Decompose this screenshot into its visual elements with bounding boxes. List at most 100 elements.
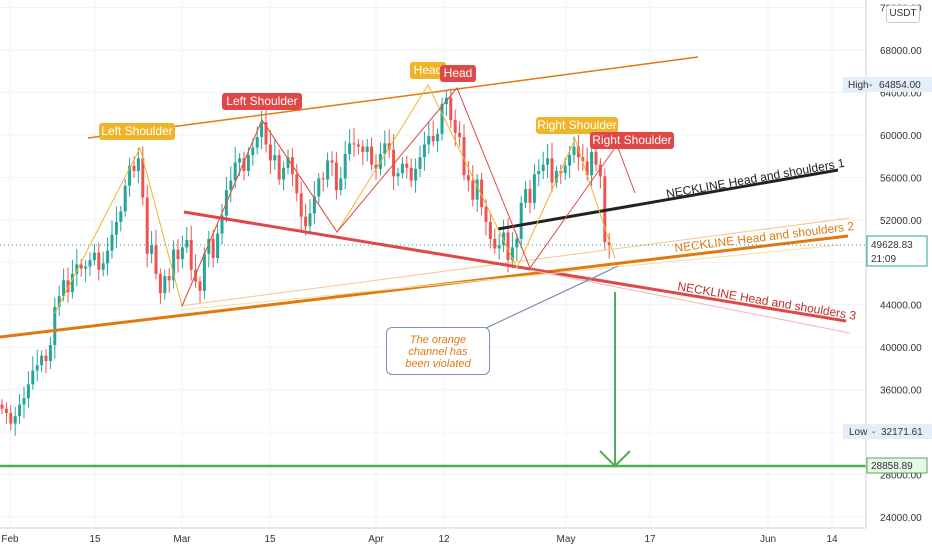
- candle-body: [409, 167, 413, 181]
- faint-yellow-line: [179, 244, 841, 311]
- candle-body: [268, 144, 272, 161]
- candle-body: [246, 155, 250, 171]
- time-tick-label: 17: [644, 534, 656, 545]
- candle-body: [585, 161, 589, 176]
- label-head-red: Head: [440, 65, 476, 82]
- candle-body: [150, 245, 154, 254]
- candle-body: [198, 281, 202, 291]
- candle-body: [466, 175, 470, 181]
- candle-body: [471, 180, 475, 200]
- candle-body: [158, 273, 162, 294]
- candle-body: [414, 168, 418, 181]
- svg-text:32171.61: 32171.61: [881, 427, 923, 438]
- svg-text:Left Shoulder: Left Shoulder: [226, 94, 297, 108]
- candle-body: [572, 146, 576, 156]
- price-tick-label: 60000.00: [880, 131, 922, 142]
- candle-body: [70, 273, 74, 292]
- candle-body: [57, 296, 61, 307]
- neckline-3-line: [183, 210, 847, 323]
- candle-body: [497, 245, 501, 249]
- candle-body: [286, 157, 290, 168]
- candle-body: [273, 155, 277, 161]
- candle-body: [44, 355, 48, 361]
- candle-body: [559, 170, 563, 174]
- price-tick-label: 36000.00: [880, 386, 922, 397]
- label-head-yellow: Head: [410, 62, 446, 79]
- candle-body: [202, 253, 206, 291]
- svg-text:Right Shoulder: Right Shoulder: [592, 133, 671, 147]
- annotation-line-3: been violated: [405, 358, 471, 370]
- price-axis[interactable]: 24000.0028000.0032000.0036000.0040000.00…: [843, 0, 932, 550]
- candle-body: [145, 197, 149, 254]
- target-arrow-head: [599, 450, 631, 468]
- time-axis[interactable]: Feb 15 Mar 15 Apr 12 May 17 Jun 14: [0, 527, 932, 550]
- price-tick-label: 40000.00: [880, 343, 922, 354]
- candle-body: [348, 143, 352, 155]
- time-tick-label: Feb: [1, 534, 19, 545]
- candle-body: [550, 158, 554, 183]
- price-tick-label: 64000.00: [880, 88, 922, 99]
- candle-body: [405, 163, 409, 168]
- candle-body: [97, 252, 101, 270]
- candles: [0, 88, 611, 436]
- candle-body: [506, 232, 510, 261]
- candle-body: [62, 280, 66, 297]
- candle-body: [110, 234, 114, 251]
- candle-body: [546, 158, 550, 165]
- price-tick-label: 44000.00: [880, 301, 922, 312]
- candle-body: [172, 249, 176, 281]
- candle-body: [101, 263, 105, 270]
- neckline-1-text: NECKLINE Head and shoulders 1: [665, 156, 846, 201]
- candle-body: [22, 398, 26, 405]
- candle-body: [383, 143, 387, 155]
- currency-badge[interactable]: USDT: [886, 5, 920, 23]
- time-tick-label: May: [557, 534, 576, 545]
- candle-body: [176, 249, 180, 260]
- svg-text:Head: Head: [414, 63, 443, 77]
- candle-body: [299, 193, 303, 217]
- candle-body: [343, 154, 347, 179]
- candle-body: [211, 238, 215, 259]
- candle-body: [282, 167, 286, 180]
- candle-body: [475, 179, 479, 200]
- candle-body: [251, 147, 255, 156]
- candle-body: [53, 306, 57, 346]
- candle-body: [88, 260, 92, 267]
- candle-body: [370, 146, 374, 165]
- candle-body: [308, 213, 312, 227]
- candle-body: [154, 245, 158, 274]
- upper-channel-line: [87, 56, 699, 139]
- svg-text:High: High: [848, 80, 869, 91]
- candle-body: [563, 165, 567, 174]
- candle-body: [554, 170, 558, 183]
- candle-body: [317, 178, 321, 197]
- candle-body: [321, 178, 325, 180]
- candle-body: [422, 144, 426, 158]
- annotation-line-2: channel has: [408, 346, 468, 358]
- candle-body: [189, 239, 193, 270]
- candle-body: [532, 174, 536, 203]
- candle-body: [396, 173, 400, 177]
- candle-body: [326, 160, 330, 180]
- candle-body: [537, 170, 541, 175]
- candle-body: [312, 196, 316, 214]
- candle-body: [568, 155, 572, 166]
- price-tick-label: 52000.00: [880, 216, 922, 227]
- candle-body: [524, 189, 528, 203]
- svg-text:-: -: [872, 427, 875, 438]
- candle-body: [356, 144, 360, 147]
- label-right-shoulder-yellow: Right Shoulder: [536, 117, 618, 134]
- candle-body: [365, 146, 369, 152]
- candle-body: [264, 122, 268, 145]
- time-tick-label: 15: [264, 534, 276, 545]
- candle-body: [488, 221, 492, 239]
- svg-text:Low: Low: [849, 427, 868, 438]
- candle-body: [66, 280, 70, 292]
- candle-body: [163, 276, 167, 294]
- candle-body: [598, 164, 602, 177]
- low-price-label: Low - 32171.61: [843, 424, 932, 439]
- candle-body: [48, 345, 52, 361]
- drawings: Left Shoulder Head Right Shoulder Left S…: [0, 56, 866, 468]
